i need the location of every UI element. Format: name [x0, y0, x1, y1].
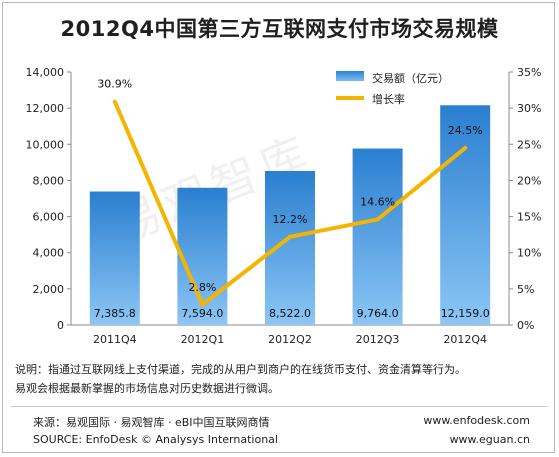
bar-value-label: 8,522.0: [269, 307, 311, 320]
chart-plot: 0 2,000 4,000 6,000 8,000 10,000 12,000 14,000 0…: [26, 66, 542, 346]
bar-value-label: 12,159.0: [441, 307, 490, 320]
y2-tick-label: 25%: [517, 138, 541, 151]
legend-label-line: 增长率: [372, 93, 405, 106]
line-value-label: 14.6%: [360, 195, 395, 208]
line-value-label: 30.9%: [97, 78, 132, 91]
website-enfodesk: www.enfodesk.com: [423, 414, 530, 427]
y-tick-label: 6,000: [33, 211, 65, 224]
y-tick-label: 2,000: [33, 283, 65, 296]
note-line-2: 易观会根据最新掌握的市场信息对历史数据进行微调。: [15, 382, 279, 395]
website-eguan: www.eguan.cn: [449, 433, 530, 446]
source-en-text: EnfoDesk © Analysys International: [85, 433, 278, 446]
y-tick-label: 0: [57, 319, 64, 332]
note-line-1: 说明：指通过互联网线上支付渠道，完成的从用户到商户的在线货币支付、资金清算等行为…: [15, 363, 466, 376]
x-tick-label: 2011Q4: [93, 333, 137, 346]
source-en: SOURCE: EnfoDesk © Analysys Internationa…: [33, 433, 278, 446]
y-tick-label: 4,000: [33, 247, 65, 260]
y2-tick-label: 35%: [517, 66, 541, 79]
line-value-label: 2.8%: [188, 281, 216, 294]
source-en-label: SOURCE:: [33, 433, 83, 446]
bar: [440, 105, 491, 325]
x-tick-label: 2012Q2: [268, 333, 312, 346]
source-cn-label: 来源：: [33, 416, 66, 429]
y2-tick-label: 30%: [517, 102, 541, 115]
y2-tick-label: 10%: [517, 247, 541, 260]
legend-label-bar: 交易额（亿元）: [372, 72, 449, 85]
x-tick-label: 2012Q1: [181, 333, 225, 346]
source-cn: 来源：易观国际 · 易观智库 · eBI中国互联网商情: [33, 414, 270, 430]
y2-tick-label: 15%: [517, 211, 541, 224]
y2-tick-label: 5%: [517, 283, 534, 296]
y-tick-label: 10,000: [26, 138, 65, 151]
chart-title: 2012Q4中国第三方互联网支付市场交易规模: [60, 17, 499, 41]
legend-swatch-line: [336, 96, 364, 100]
line-value-label: 24.5%: [448, 124, 483, 137]
bar: [352, 148, 403, 325]
source-cn-text: 易观国际 · 易观智库 · eBI中国互联网商情: [66, 416, 270, 429]
y-tick-label: 8,000: [33, 174, 65, 187]
y-tick-label: 14,000: [26, 66, 65, 79]
x-tick-label: 2012Q3: [356, 333, 400, 346]
bar-value-label: 7,594.0: [181, 307, 223, 320]
bar-value-label: 9,764.0: [357, 307, 399, 320]
chart-note: 说明：指通过互联网线上支付渠道，完成的从用户到商户的在线货币支付、资金清算等行为…: [15, 360, 545, 398]
legend-swatch-bar: [336, 71, 364, 81]
line-value-label: 12.2%: [273, 213, 308, 226]
chart-frame: 2012Q4中国第三方互联网支付市场交易规模 易观智库 02,0004,0006…: [2, 2, 555, 453]
y2-tick-label: 20%: [517, 174, 541, 187]
bar-value-label: 7,385.8: [94, 307, 136, 320]
bar: [89, 191, 140, 325]
y2-tick-label: 0%: [517, 319, 534, 332]
x-tick-label: 2012Q4: [443, 333, 487, 346]
footer-divider: [11, 406, 548, 407]
y-tick-label: 12,000: [26, 102, 65, 115]
